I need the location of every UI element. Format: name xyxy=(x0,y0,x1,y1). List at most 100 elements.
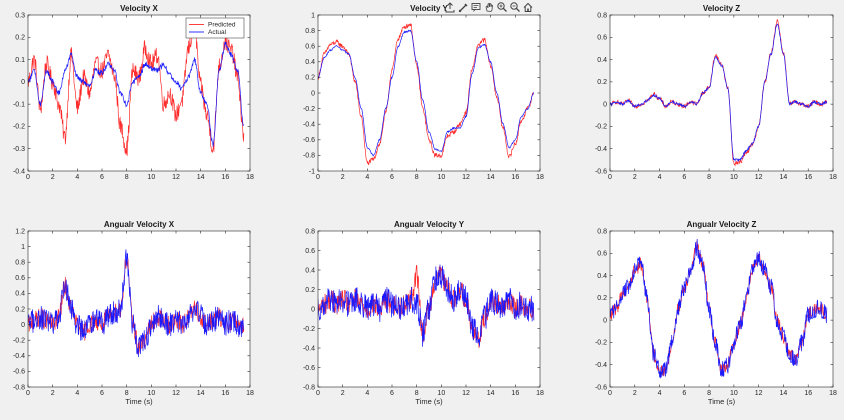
y-tick-label: -0.8 xyxy=(303,153,315,160)
y-tick-label: 0.4 xyxy=(305,59,315,66)
x-tick-label: 12 xyxy=(462,390,470,397)
y-tick-label: 0.8 xyxy=(597,12,607,19)
x-axis-label: Time (s) xyxy=(125,397,153,406)
legend-entry-actual: Actual xyxy=(208,29,227,36)
x-tick-label: 2 xyxy=(633,390,637,397)
series-line-actual xyxy=(318,264,535,347)
subplot-3[interactable] xyxy=(609,14,834,172)
x-tick-label: 2 xyxy=(341,390,345,397)
y-tick-label: -0.2 xyxy=(595,340,607,347)
subplot-2[interactable] xyxy=(317,14,541,172)
x-tick-label: 14 xyxy=(780,174,788,181)
x-tick-label: 8 xyxy=(707,174,711,181)
series-line-actual xyxy=(318,29,534,157)
x-tick-label: 2 xyxy=(51,390,55,397)
series-line-actual xyxy=(28,41,245,147)
plot-area[interactable] xyxy=(610,231,833,387)
x-tick-label: 18 xyxy=(246,174,254,181)
x-tick-label: 0 xyxy=(316,174,320,181)
y-tick-label: -0.4 xyxy=(13,168,25,175)
x-tick-label: 2 xyxy=(51,174,55,181)
home-icon[interactable] xyxy=(522,1,534,13)
x-tick-label: 10 xyxy=(730,174,738,181)
y-tick-label: 1 xyxy=(21,244,25,251)
zoom-out-icon[interactable] xyxy=(509,1,521,13)
plot-area[interactable] xyxy=(28,231,250,387)
x-tick-label: 8 xyxy=(125,174,129,181)
y-tick-label: 0 xyxy=(311,306,315,313)
y-tick-label: 0.6 xyxy=(597,251,607,258)
subplot-6[interactable] xyxy=(609,230,834,388)
x-tick-label: 10 xyxy=(147,174,155,181)
y-tick-label: -0.4 xyxy=(13,353,25,360)
y-tick-label: 0.4 xyxy=(597,57,607,64)
y-tick-label: -0.2 xyxy=(13,124,25,131)
y-tick-label: 0 xyxy=(21,79,25,86)
series-line-predicted xyxy=(610,19,828,167)
x-tick-label: 10 xyxy=(147,390,155,397)
x-tick-label: 12 xyxy=(172,390,180,397)
x-tick-label: 10 xyxy=(730,390,738,397)
x-tick-label: 12 xyxy=(172,174,180,181)
y-tick-label: -0.6 xyxy=(303,365,315,372)
pan-icon[interactable] xyxy=(483,1,495,13)
x-tick-label: 4 xyxy=(75,174,79,181)
subplot-1[interactable] xyxy=(27,14,251,172)
legend-box xyxy=(185,17,245,39)
y-tick-label: 0.2 xyxy=(305,75,315,82)
y-tick-label: 0.6 xyxy=(305,248,315,255)
plot-area[interactable] xyxy=(318,15,540,171)
chart-title: Velocity Y xyxy=(410,4,448,13)
y-tick-label: 0.1 xyxy=(15,57,25,64)
y-tick-label: 0.2 xyxy=(15,35,25,42)
x-tick-label: 6 xyxy=(100,174,104,181)
x-tick-label: 8 xyxy=(125,390,129,397)
y-tick-label: -0.8 xyxy=(303,384,315,391)
x-axis-label: Time (s) xyxy=(415,397,443,406)
chart-title: Angualr Velocity Z xyxy=(687,220,757,229)
export-icon[interactable] xyxy=(444,1,456,13)
subplot-4[interactable] xyxy=(27,230,251,388)
y-tick-label: 0 xyxy=(21,322,25,329)
y-tick-label: 0 xyxy=(603,317,607,324)
y-tick-label: 0.4 xyxy=(15,291,25,298)
y-tick-label: -0.6 xyxy=(303,137,315,144)
chart-title: Velocity Z xyxy=(703,4,740,13)
x-tick-label: 18 xyxy=(536,174,544,181)
x-tick-label: 10 xyxy=(437,390,445,397)
y-tick-label: 0 xyxy=(311,90,315,97)
x-tick-label: 12 xyxy=(755,174,763,181)
x-tick-label: 0 xyxy=(608,390,612,397)
y-tick-label: 0.8 xyxy=(305,228,315,235)
subplot-5[interactable] xyxy=(317,230,541,388)
series-line-actual xyxy=(28,249,245,358)
plot-area[interactable] xyxy=(610,15,833,171)
axes-frame xyxy=(27,14,251,172)
x-tick-label: 16 xyxy=(511,390,519,397)
zoom-in-icon[interactable] xyxy=(496,1,508,13)
x-tick-label: 18 xyxy=(829,174,837,181)
x-tick-label: 0 xyxy=(316,390,320,397)
legend-entry-predicted: Predicted xyxy=(208,22,236,29)
series-line-actual xyxy=(610,239,828,379)
x-tick-label: 6 xyxy=(100,390,104,397)
y-tick-label: -0.2 xyxy=(595,124,607,131)
data-tips-icon[interactable] xyxy=(470,1,482,13)
y-tick-label: 0.6 xyxy=(305,44,315,51)
y-tick-label: -0.4 xyxy=(595,362,607,369)
chart-title: Angualr Velocity X xyxy=(104,220,175,229)
x-tick-label: 12 xyxy=(462,174,470,181)
y-tick-label: -0.4 xyxy=(595,146,607,153)
brush-icon[interactable] xyxy=(457,1,469,13)
axes-frame xyxy=(609,230,834,388)
x-tick-label: 4 xyxy=(658,390,662,397)
y-tick-label: 0.4 xyxy=(597,273,607,280)
x-tick-label: 0 xyxy=(26,174,30,181)
x-tick-label: 16 xyxy=(221,174,229,181)
x-tick-label: 6 xyxy=(390,174,394,181)
x-tick-label: 18 xyxy=(536,390,544,397)
y-tick-label: -0.6 xyxy=(13,369,25,376)
x-tick-label: 14 xyxy=(487,174,495,181)
